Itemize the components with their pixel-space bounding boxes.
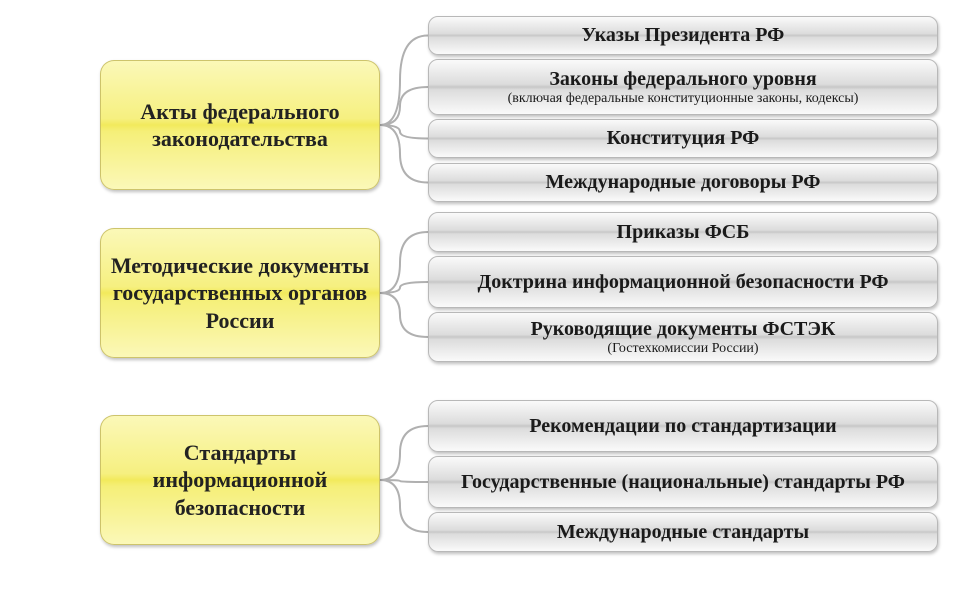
item-box: Указы Президента РФ — [428, 16, 938, 55]
item-label: Конституция РФ — [607, 127, 760, 150]
item-label: Международные стандарты — [557, 521, 809, 544]
item-sublabel: (включая федеральные конституционные зак… — [508, 92, 859, 107]
item-box: Международные договоры РФ — [428, 163, 938, 202]
item-box: Законы федерального уровня(включая федер… — [428, 59, 938, 115]
item-label: Рекомендации по стандартизации — [529, 415, 836, 438]
item-box: Приказы ФСБ — [428, 212, 938, 252]
item-box: Конституция РФ — [428, 119, 938, 158]
item-label: Государственные (национальные) стандарты… — [461, 471, 905, 494]
item-box: Международные стандарты — [428, 512, 938, 552]
item-box: Рекомендации по стандартизации — [428, 400, 938, 452]
item-label: Приказы ФСБ — [617, 221, 750, 244]
item-box: Доктрина информационной безопасности РФ — [428, 256, 938, 308]
category-box: Акты федерального законодательства — [100, 60, 380, 190]
item-box: Руководящие документы ФСТЭК(Гостехкомисс… — [428, 312, 938, 362]
item-label: Международные договоры РФ — [546, 171, 821, 194]
legislation-diagram: Акты федерального законодательства Указы … — [0, 0, 962, 607]
item-label: Указы Президента РФ — [582, 24, 785, 47]
item-label: Руководящие документы ФСТЭК — [531, 318, 836, 341]
category-box: Стандарты информационной безопасности — [100, 415, 380, 545]
item-label: Законы федерального уровня — [549, 68, 816, 91]
item-sublabel: (Гостехкомиссии России) — [607, 342, 758, 357]
item-label: Доктрина информационной безопасности РФ — [477, 271, 888, 294]
category-box: Методические документы государственных о… — [100, 228, 380, 358]
item-box: Государственные (национальные) стандарты… — [428, 456, 938, 508]
